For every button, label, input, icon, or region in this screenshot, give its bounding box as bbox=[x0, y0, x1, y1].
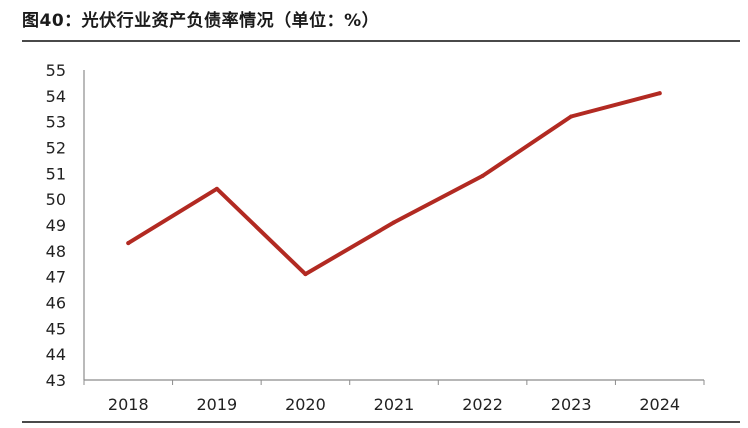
y-tick-label: 47 bbox=[46, 268, 66, 287]
x-tick-label: 2024 bbox=[639, 395, 680, 414]
y-tick-label: 49 bbox=[46, 216, 66, 235]
y-tick-label: 53 bbox=[46, 113, 66, 132]
data-point bbox=[126, 241, 131, 246]
data-point bbox=[657, 91, 662, 96]
data-point bbox=[480, 173, 485, 178]
footer-rule bbox=[22, 421, 740, 423]
y-tick-label: 43 bbox=[46, 371, 66, 390]
x-tick-label: 2021 bbox=[374, 395, 415, 414]
y-tick-label: 55 bbox=[46, 61, 66, 80]
x-tick-label: 2023 bbox=[551, 395, 592, 414]
y-tick-label: 48 bbox=[46, 242, 66, 261]
y-tick-label: 46 bbox=[46, 294, 66, 313]
x-tick-label: 2020 bbox=[285, 395, 326, 414]
data-point bbox=[214, 186, 219, 191]
y-axis: 43 44 45 46 47 48 49 50 51 52 53 54 55 bbox=[46, 61, 85, 390]
y-tick-label: 54 bbox=[46, 87, 66, 106]
x-tick-label: 2022 bbox=[462, 395, 503, 414]
series-line bbox=[126, 91, 662, 277]
title-rule bbox=[22, 40, 740, 42]
x-tick-label: 2018 bbox=[108, 395, 149, 414]
y-tick-label: 50 bbox=[46, 190, 66, 209]
data-point bbox=[569, 114, 574, 119]
x-axis: 2018 2019 2020 2021 2022 2023 2024 bbox=[83, 379, 705, 414]
y-tick-label: 51 bbox=[46, 164, 66, 183]
data-point bbox=[303, 272, 308, 277]
y-tick-label: 45 bbox=[46, 319, 66, 338]
data-point bbox=[392, 220, 396, 225]
y-tick-label: 44 bbox=[46, 345, 66, 364]
chart-title: 图40：光伏行业资产负债率情况（单位：%） bbox=[22, 11, 380, 31]
y-tick-label: 52 bbox=[46, 139, 66, 158]
series-group bbox=[126, 91, 662, 277]
x-tick-label: 2019 bbox=[196, 395, 237, 414]
